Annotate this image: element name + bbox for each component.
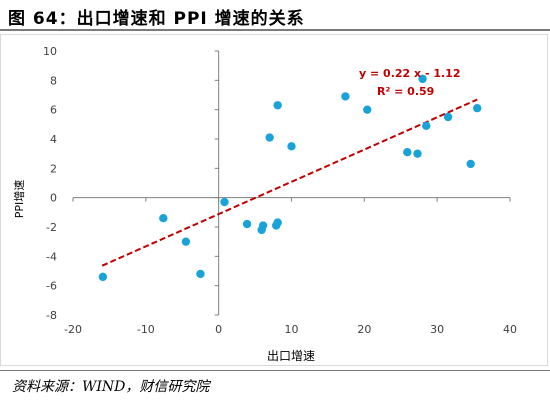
data-point: [273, 218, 282, 227]
y-tick-label: 8: [50, 74, 57, 87]
data-point: [196, 269, 205, 279]
trendline-equation: y = 0.22 x - 1.12: [359, 67, 460, 80]
x-axis-title: 出口增速: [267, 349, 315, 363]
y-tick-label: 2: [50, 162, 57, 175]
x-tick-label: -20: [64, 323, 82, 336]
title-divider: [0, 29, 550, 31]
trendline-layer: [101, 98, 478, 267]
data-point: [98, 272, 108, 282]
points-layer: [98, 74, 482, 282]
data-point: [341, 92, 350, 101]
data-point: [242, 219, 252, 229]
data-point: [363, 105, 372, 114]
data-point: [443, 112, 453, 122]
data-point: [422, 121, 431, 130]
data-point: [181, 237, 191, 246]
y-tick-label: 6: [50, 104, 57, 117]
x-tick-label: 40: [503, 323, 517, 336]
data-point: [466, 159, 475, 169]
data-point: [287, 142, 296, 151]
data-point: [473, 104, 482, 113]
trendline: [101, 98, 478, 267]
y-tick-label: -2: [46, 221, 57, 234]
y-tick-label: -4: [46, 250, 57, 263]
source-note: 资料来源：WIND，财信研究院: [12, 379, 210, 395]
data-point: [265, 133, 274, 142]
data-point: [413, 149, 422, 158]
x-tick-label: 30: [430, 323, 444, 336]
data-point: [273, 101, 282, 110]
trendline-r-squared: R² = 0.59: [377, 85, 434, 98]
y-tick-label: -6: [46, 280, 57, 293]
x-tick-label: 10: [285, 323, 299, 336]
source-divider: [0, 370, 550, 371]
y-tick-label: 0: [50, 192, 57, 205]
data-point: [258, 221, 268, 230]
y-tick-label: 10: [43, 45, 57, 58]
x-tick-label: -10: [137, 323, 155, 336]
figure-title: 图 64：出口增速和 PPI 增速的关系: [8, 9, 305, 29]
data-point: [418, 74, 427, 84]
y-axis-title: PPI增速: [12, 180, 26, 219]
y-tick-label: 4: [50, 133, 57, 146]
y-tick-label: -8: [46, 309, 57, 322]
data-point: [220, 197, 229, 207]
chart-area: -20 -10 0 10 20 30 40 -8 -6 -4 -2 0 2 4 6 8 10 y = 0.22 …: [0, 34, 548, 366]
x-tick-label: 0: [215, 323, 222, 336]
data-point: [159, 214, 168, 223]
data-point: [403, 148, 412, 157]
x-tick-label: 20: [357, 323, 371, 336]
labels-layer: y = 0.22 x - 1.12 R² = 0.59 出口增速 PPI增速: [12, 67, 460, 363]
